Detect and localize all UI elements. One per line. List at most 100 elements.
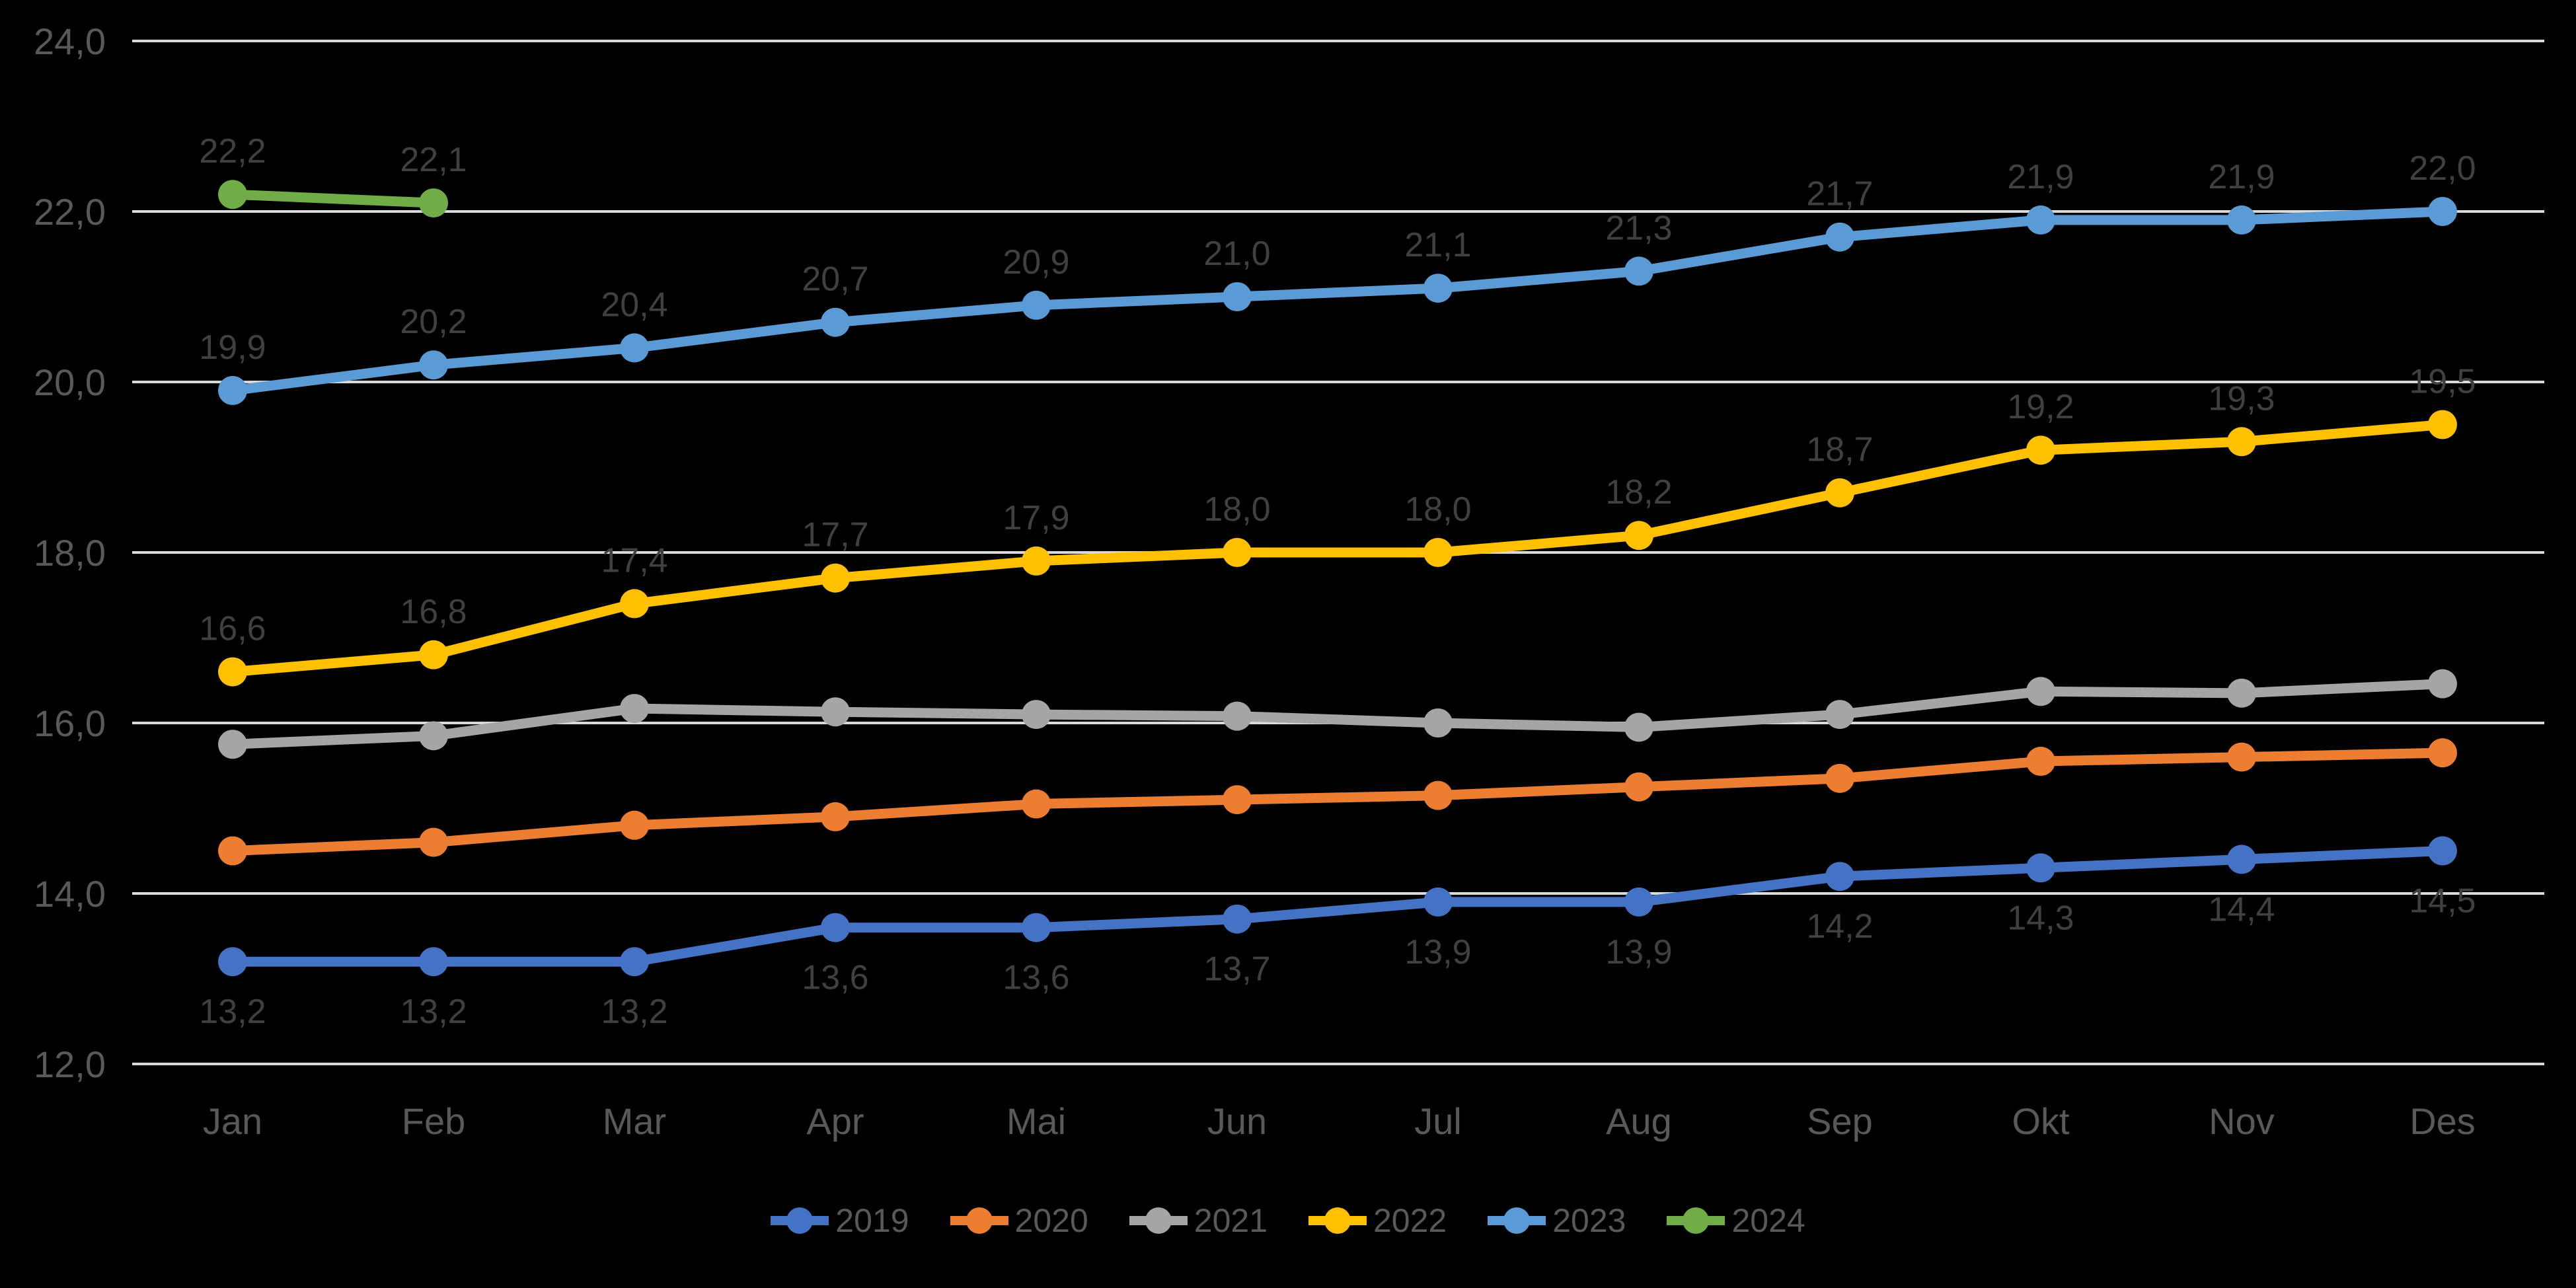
data-label-2022-Jul: 18,0: [1404, 490, 1471, 529]
data-point-2023-Nov: [2227, 205, 2256, 235]
data-point-2022-Jul: [1423, 538, 1453, 567]
data-point-2023-Mai: [1022, 290, 1051, 320]
data-point-2019-Mar: [620, 947, 649, 977]
data-point-2023-Jan: [218, 375, 247, 405]
series-line-2022: [227, 420, 2448, 677]
data-label-2019-Jul: 13,9: [1404, 933, 1471, 971]
data-point-2023-Sep: [1825, 222, 1854, 252]
data-label-2023-Mar: 20,4: [601, 285, 667, 324]
data-point-2020-Jul: [1423, 780, 1453, 810]
data-label-2022-Okt: 19,2: [2007, 388, 2074, 426]
data-point-2021-Sep: [1825, 700, 1854, 730]
data-point-2023-Okt: [2026, 205, 2055, 235]
x-axis-tick-label: Mar: [603, 1100, 666, 1142]
data-point-2022-Jun: [1223, 538, 1252, 567]
data-point-2022-Nov: [2227, 427, 2256, 457]
legend-label: 2023: [1552, 1202, 1626, 1239]
legend-item-2020: 2020: [950, 1204, 1088, 1237]
x-axis-tick-label: Apr: [806, 1100, 864, 1142]
data-label-2022-Jan: 16,6: [199, 610, 266, 648]
data-point-2023-Jun: [1223, 282, 1252, 311]
data-point-2022-Mai: [1022, 546, 1051, 576]
data-point-2022-Okt: [2026, 436, 2055, 465]
x-axis-tick-label: Jul: [1414, 1100, 1462, 1142]
data-label-2022-Mai: 17,9: [1003, 499, 1069, 537]
data-point-2022-Apr: [821, 563, 850, 593]
legend-line-marker-icon: [1667, 1207, 1725, 1234]
data-point-2023-Aug: [1624, 256, 1653, 286]
legend-line-marker-icon: [1129, 1207, 1188, 1234]
legend-line-marker-icon: [1488, 1207, 1546, 1234]
series-line-2019: [227, 846, 2448, 967]
data-point-2022-Jan: [218, 657, 247, 687]
data-point-2020-Mar: [620, 810, 649, 840]
data-label-2023-Mai: 20,9: [1003, 243, 1069, 282]
data-point-2019-Feb: [419, 947, 448, 977]
data-point-2021-Aug: [1624, 712, 1653, 742]
data-label-2019-Jun: 13,7: [1203, 950, 1270, 989]
data-point-2019-Sep: [1825, 862, 1854, 891]
data-point-2023-Apr: [821, 307, 850, 337]
data-point-2023-Mar: [620, 333, 649, 363]
legend-label: 2019: [835, 1202, 909, 1239]
data-label-2019-Feb: 13,2: [400, 993, 467, 1031]
data-label-2019-Nov: 14,4: [2208, 890, 2275, 928]
data-label-2019-Des: 14,5: [2409, 882, 2476, 921]
legend-label: 2020: [1014, 1202, 1088, 1239]
data-label-2023-Jul: 21,1: [1404, 226, 1471, 264]
data-label-2019-Okt: 14,3: [2007, 899, 2074, 937]
y-axis-tick-label: 18,0: [34, 532, 106, 574]
data-point-2023-Feb: [419, 350, 448, 380]
data-label-2024-Jan: 22,2: [199, 132, 266, 170]
x-axis-tick-label: Des: [2409, 1100, 2476, 1142]
data-label-2023-Nov: 21,9: [2208, 158, 2275, 196]
x-axis-tick-label: Feb: [402, 1100, 466, 1142]
data-point-2021-Mar: [620, 694, 649, 724]
data-point-2020-Sep: [1825, 763, 1854, 793]
data-point-2019-Jan: [218, 947, 247, 977]
x-axis-tick-label: Mai: [1006, 1100, 1066, 1142]
data-point-2021-Apr: [821, 697, 850, 727]
data-point-2020-Apr: [821, 802, 850, 831]
series-line-2023: [227, 206, 2448, 396]
data-point-2019-Nov: [2227, 845, 2256, 874]
data-point-2022-Feb: [419, 640, 448, 669]
data-point-2019-Aug: [1624, 887, 1653, 917]
legend-label: 2021: [1193, 1202, 1268, 1239]
data-label-2023-Okt: 21,9: [2007, 158, 2074, 196]
data-label-2023-Des: 22,0: [2409, 149, 2476, 188]
legend-item-2024: 2024: [1667, 1204, 1805, 1237]
data-point-2023-Jul: [1423, 274, 1453, 303]
data-point-2022-Aug: [1624, 521, 1653, 550]
data-point-2024-Feb: [419, 188, 448, 218]
data-label-2019-Mai: 13,6: [1003, 959, 1069, 997]
data-point-2020-Aug: [1624, 772, 1653, 802]
data-point-2021-Jan: [218, 730, 247, 759]
x-axis-tick-label: Jun: [1207, 1100, 1267, 1142]
data-label-2019-Jan: 13,2: [199, 993, 266, 1031]
data-point-2020-Nov: [2227, 742, 2256, 772]
legend: 2019 2020 2021 2022 2023 2024: [0, 1204, 2576, 1237]
data-point-2020-Des: [2428, 738, 2457, 768]
data-label-2023-Feb: 20,2: [400, 303, 467, 341]
data-label-2022-Apr: 17,7: [802, 516, 868, 554]
data-point-2019-Apr: [821, 913, 850, 942]
data-label-2022-Mar: 17,4: [601, 541, 667, 580]
legend-line-marker-icon: [1308, 1207, 1367, 1234]
data-point-2019-Mai: [1022, 913, 1051, 942]
data-point-2021-Feb: [419, 721, 448, 751]
legend-label: 2024: [1731, 1202, 1805, 1239]
data-label-2019-Mar: 13,2: [601, 993, 667, 1031]
data-label-2022-Nov: 19,3: [2208, 379, 2275, 418]
data-label-2019-Apr: 13,6: [802, 959, 868, 997]
x-axis-tick-label: Aug: [1606, 1100, 1672, 1142]
data-point-2020-Mai: [1022, 789, 1051, 819]
legend-item-2019: 2019: [771, 1204, 909, 1237]
data-point-2020-Jan: [218, 836, 247, 866]
series-line-2024: [227, 189, 439, 208]
x-axis-tick-label: Sep: [1807, 1100, 1873, 1142]
data-label-2022-Des: 19,5: [2409, 363, 2476, 401]
data-point-2021-Jul: [1423, 708, 1453, 738]
